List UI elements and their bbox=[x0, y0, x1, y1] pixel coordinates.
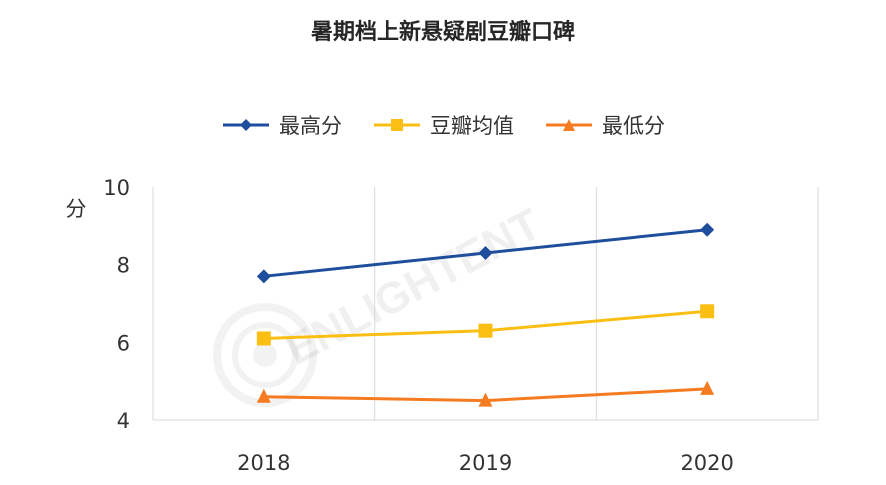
legend-diamond-icon bbox=[223, 119, 269, 131]
legend: 最高分 豆瓣均值 最低分 bbox=[0, 110, 886, 140]
legend-square-icon bbox=[374, 119, 420, 131]
y-tick-label: 6 bbox=[117, 331, 130, 355]
legend-item-max: 最高分 bbox=[221, 110, 342, 140]
legend-label-max: 最高分 bbox=[279, 114, 342, 138]
y-tick-label: 8 bbox=[117, 254, 130, 278]
x-tick-label: 2018 bbox=[237, 451, 290, 475]
data-point-triangle bbox=[700, 380, 715, 395]
data-point-square bbox=[700, 304, 715, 319]
x-tick-label: 2020 bbox=[680, 451, 733, 475]
x-tick-label: 2019 bbox=[459, 451, 512, 475]
y-tick-label: 10 bbox=[103, 176, 130, 200]
data-point-triangle bbox=[478, 392, 493, 407]
data-point-triangle bbox=[256, 388, 271, 403]
data-point-square bbox=[256, 331, 271, 346]
data-point-diamond bbox=[700, 222, 715, 237]
data-point-diamond bbox=[478, 246, 493, 261]
legend-triangle-icon bbox=[546, 119, 592, 131]
y-axis-label: 分 bbox=[66, 197, 87, 221]
legend-item-min: 最低分 bbox=[544, 110, 665, 140]
data-point-diamond bbox=[256, 269, 271, 284]
legend-item-mean: 豆瓣均值 bbox=[372, 110, 514, 140]
legend-label-mean: 豆瓣均值 bbox=[430, 114, 514, 138]
y-tick-label: 4 bbox=[117, 409, 130, 433]
watermark-text: ENLIGHTENT bbox=[278, 200, 549, 375]
data-point-square bbox=[478, 323, 493, 338]
watermark-logo bbox=[213, 303, 317, 407]
legend-label-min: 最低分 bbox=[602, 114, 665, 138]
chart-title: 暑期档上新悬疑剧豆瓣口碑 bbox=[310, 20, 575, 45]
